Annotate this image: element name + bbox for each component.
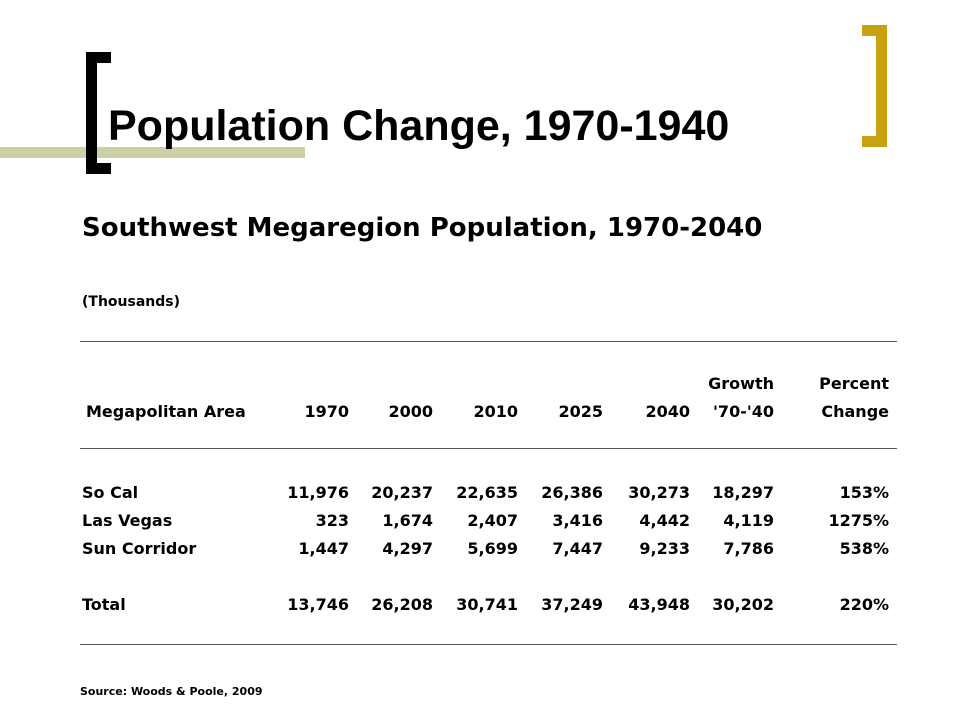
table-cell: 18,297 [712,483,774,502]
table-cell: 7,786 [723,539,774,558]
table-cell: 1275% [828,511,889,530]
table-cell: Las Vegas [82,511,173,530]
table-cell: 7,447 [552,539,603,558]
table-cell: 538% [839,539,889,558]
column-header-percent: Percent [819,374,889,393]
total-row-cell: 220% [839,595,889,614]
table-cell: 20,237 [371,483,433,502]
table-cell: 1,674 [382,511,433,530]
table-cell: 4,119 [723,511,774,530]
table-rule-bottom [80,644,897,645]
column-header: '70-'40 [713,402,774,421]
column-header: 2025 [558,402,603,421]
table-cell: 3,416 [552,511,603,530]
table-cell: 153% [839,483,889,502]
column-header: 1970 [304,402,349,421]
table-cell: 4,442 [639,511,690,530]
table-cell: 4,297 [382,539,433,558]
table-cell: 5,699 [467,539,518,558]
total-row-cell: 30,202 [712,595,774,614]
slide-title: Population Change, 1970-1940 [108,102,730,150]
column-header: 2010 [473,402,518,421]
column-header: 2040 [645,402,690,421]
column-header: 2000 [388,402,433,421]
table-cell: 1,447 [298,539,349,558]
table-cell: Sun Corridor [82,539,197,558]
table-rule-top [80,341,897,342]
table-cell: 323 [315,511,349,530]
accent-bar [0,147,305,158]
table-cell: 30,273 [628,483,690,502]
total-row-cell: 26,208 [371,595,433,614]
total-row-cell: 43,948 [628,595,690,614]
table-cell: 22,635 [456,483,518,502]
table-units: (Thousands) [82,294,180,310]
table-cell: 11,976 [287,483,349,502]
total-row-cell: Total [82,595,126,614]
total-row-cell: 37,249 [541,595,603,614]
total-row-cell: 30,741 [456,595,518,614]
total-row-cell: 13,746 [287,595,349,614]
table-rule-header [80,448,897,449]
table-cell: 26,386 [541,483,603,502]
table-cell: 2,407 [467,511,518,530]
source-note: Source: Woods & Poole, 2009 [80,685,263,698]
table-cell: So Cal [82,483,139,502]
table-cell: 9,233 [639,539,690,558]
column-header-growth: Growth [708,374,774,393]
table-title: Southwest Megaregion Population, 1970-20… [82,213,763,243]
column-header: Change [821,402,889,421]
column-header: Megapolitan Area [86,402,246,421]
